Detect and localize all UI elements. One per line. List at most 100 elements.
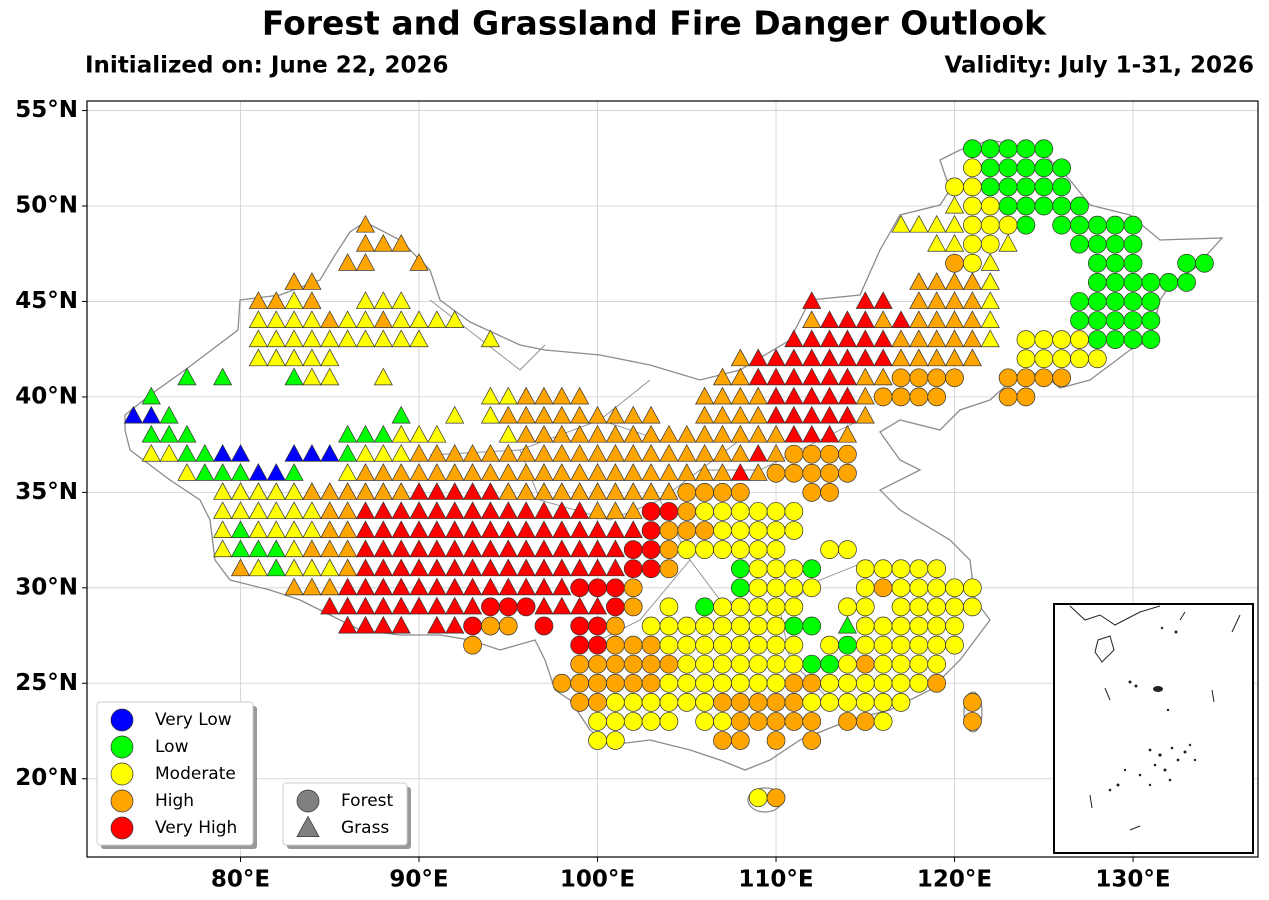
- forest-marker: [606, 578, 625, 598]
- grass-marker: [391, 558, 411, 577]
- forest-marker: [588, 693, 607, 712]
- grass-marker: [784, 348, 804, 367]
- grass-marker: [302, 558, 322, 577]
- forest-marker: [766, 693, 786, 712]
- grass-marker: [409, 596, 429, 615]
- grass-marker: [355, 482, 376, 500]
- grass-marker: [266, 329, 286, 348]
- forest-marker: [641, 540, 661, 559]
- grass-marker: [320, 558, 340, 577]
- forest-marker: [1105, 215, 1125, 235]
- grass-marker: [552, 520, 572, 538]
- grass-marker: [445, 501, 465, 519]
- grass-marker: [516, 577, 536, 596]
- grass-marker: [213, 463, 233, 481]
- forest-marker: [659, 635, 679, 655]
- forest-marker: [891, 635, 911, 655]
- forest-marker: [838, 540, 857, 559]
- grass-marker: [927, 310, 947, 328]
- grass-marker: [284, 291, 304, 309]
- grass-marker: [695, 443, 715, 462]
- grass-marker: [373, 310, 393, 328]
- forest-marker: [1123, 215, 1143, 235]
- grass-marker: [284, 520, 304, 538]
- grass-marker: [659, 482, 679, 500]
- forest-marker: [606, 731, 625, 750]
- grass-marker: [516, 424, 536, 443]
- forest-marker: [1123, 234, 1143, 254]
- forest-marker: [1034, 158, 1054, 178]
- grass-marker: [427, 501, 447, 519]
- grass-marker: [605, 501, 625, 519]
- forest-marker: [695, 635, 714, 655]
- grass-marker: [980, 329, 1000, 348]
- forest-marker: [963, 712, 982, 731]
- x-tick-label: 100°E: [560, 867, 635, 893]
- forest-marker: [659, 693, 679, 712]
- forest-marker: [784, 463, 804, 483]
- grass-marker: [445, 596, 465, 615]
- forest-marker: [623, 597, 643, 617]
- grass-marker: [266, 501, 286, 519]
- grass-marker: [909, 348, 929, 367]
- markers: [123, 139, 1214, 808]
- grass-marker: [391, 520, 411, 538]
- grass-marker: [302, 367, 322, 386]
- forest-marker: [766, 463, 786, 483]
- grass-marker: [391, 233, 411, 252]
- grass-marker: [409, 310, 429, 328]
- grass-marker: [427, 443, 447, 462]
- grass-marker: [355, 214, 376, 233]
- forest-marker: [766, 635, 786, 655]
- grass-marker: [891, 348, 911, 367]
- forest-marker: [980, 196, 1000, 216]
- forest-marker: [748, 559, 768, 579]
- forest-marker: [963, 139, 982, 159]
- grass-marker: [480, 329, 501, 348]
- grass-marker: [695, 424, 715, 443]
- grass-marker: [873, 367, 893, 386]
- forest-marker: [891, 578, 911, 598]
- grass-marker: [480, 577, 501, 596]
- forest-marker: [963, 196, 982, 216]
- grass-marker: [623, 463, 643, 481]
- grass-marker: [355, 329, 376, 348]
- forest-marker: [891, 597, 911, 617]
- grass-marker: [695, 386, 715, 405]
- forest-marker: [963, 693, 982, 712]
- forest-marker: [748, 635, 768, 655]
- forest-marker: [891, 616, 911, 636]
- grass-marker: [266, 482, 286, 500]
- forest-marker: [1105, 330, 1125, 349]
- grass-marker: [338, 615, 358, 634]
- grass-marker: [516, 501, 536, 519]
- forest-marker: [873, 578, 893, 598]
- forest-marker: [802, 673, 822, 693]
- grass-marker: [802, 405, 822, 424]
- grass-marker: [141, 424, 161, 443]
- grass-marker: [534, 424, 554, 443]
- forest-marker: [1016, 158, 1036, 178]
- grass-marker: [552, 558, 572, 577]
- forest-marker: [945, 177, 964, 197]
- grass-marker: [445, 615, 465, 634]
- forest-marker: [677, 521, 697, 540]
- x-tick-label: 90°E: [389, 867, 448, 893]
- grass-marker: [891, 329, 911, 348]
- grass-marker: [802, 424, 822, 443]
- grass-marker: [266, 520, 286, 538]
- grass-marker: [230, 463, 251, 481]
- grass-marker: [373, 291, 393, 309]
- grass-marker: [570, 520, 590, 538]
- grass-marker: [909, 272, 929, 290]
- forest-marker: [855, 635, 875, 655]
- grass-marker: [462, 596, 483, 615]
- grass-marker: [427, 463, 447, 481]
- forest-marker: [927, 387, 947, 407]
- grass-marker: [302, 577, 322, 596]
- forest-marker: [1034, 139, 1054, 159]
- grass-marker: [409, 329, 429, 348]
- forest-marker: [998, 368, 1018, 388]
- grass-marker: [338, 596, 358, 615]
- y-tick-label: 30°N: [15, 574, 78, 600]
